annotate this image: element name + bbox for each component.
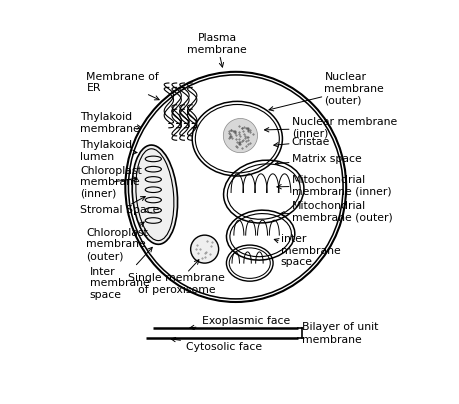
Text: Bilayer of unit
membrane: Bilayer of unit membrane: [301, 322, 377, 345]
Text: Mitochondrial
membrane (outer): Mitochondrial membrane (outer): [280, 201, 392, 223]
Text: Exoplasmic face: Exoplasmic face: [190, 316, 289, 330]
Text: Thylakoid
lumen: Thylakoid lumen: [80, 140, 137, 162]
Ellipse shape: [132, 145, 177, 244]
Circle shape: [190, 235, 218, 263]
Text: Membrane of
ER: Membrane of ER: [86, 72, 159, 100]
Text: Plasma
membrane: Plasma membrane: [187, 33, 246, 67]
Text: Cytosolic face: Cytosolic face: [171, 337, 262, 351]
Text: Single membrane
of peroxisome: Single membrane of peroxisome: [128, 260, 224, 295]
Text: Thylakoid
membrane: Thylakoid membrane: [80, 112, 141, 134]
Text: Chloroplast
membrane
(outer): Chloroplast membrane (outer): [86, 222, 148, 261]
Text: Chloroplast
membrane
(inner): Chloroplast membrane (inner): [80, 166, 142, 199]
Text: Mitochondrial
membrane (inner): Mitochondrial membrane (inner): [276, 175, 391, 196]
Text: Nuclear
membrane
(outer): Nuclear membrane (outer): [269, 72, 383, 111]
Circle shape: [223, 118, 257, 153]
Text: inter
membrane
space: inter membrane space: [274, 234, 340, 267]
Text: Matrix space: Matrix space: [275, 154, 361, 166]
Text: Stromal Space: Stromal Space: [80, 196, 159, 215]
Text: Nuclear membrane
(inner): Nuclear membrane (inner): [264, 117, 396, 139]
Text: Cristae: Cristae: [273, 137, 330, 147]
Text: Inter
membrane
space: Inter membrane space: [90, 247, 152, 300]
